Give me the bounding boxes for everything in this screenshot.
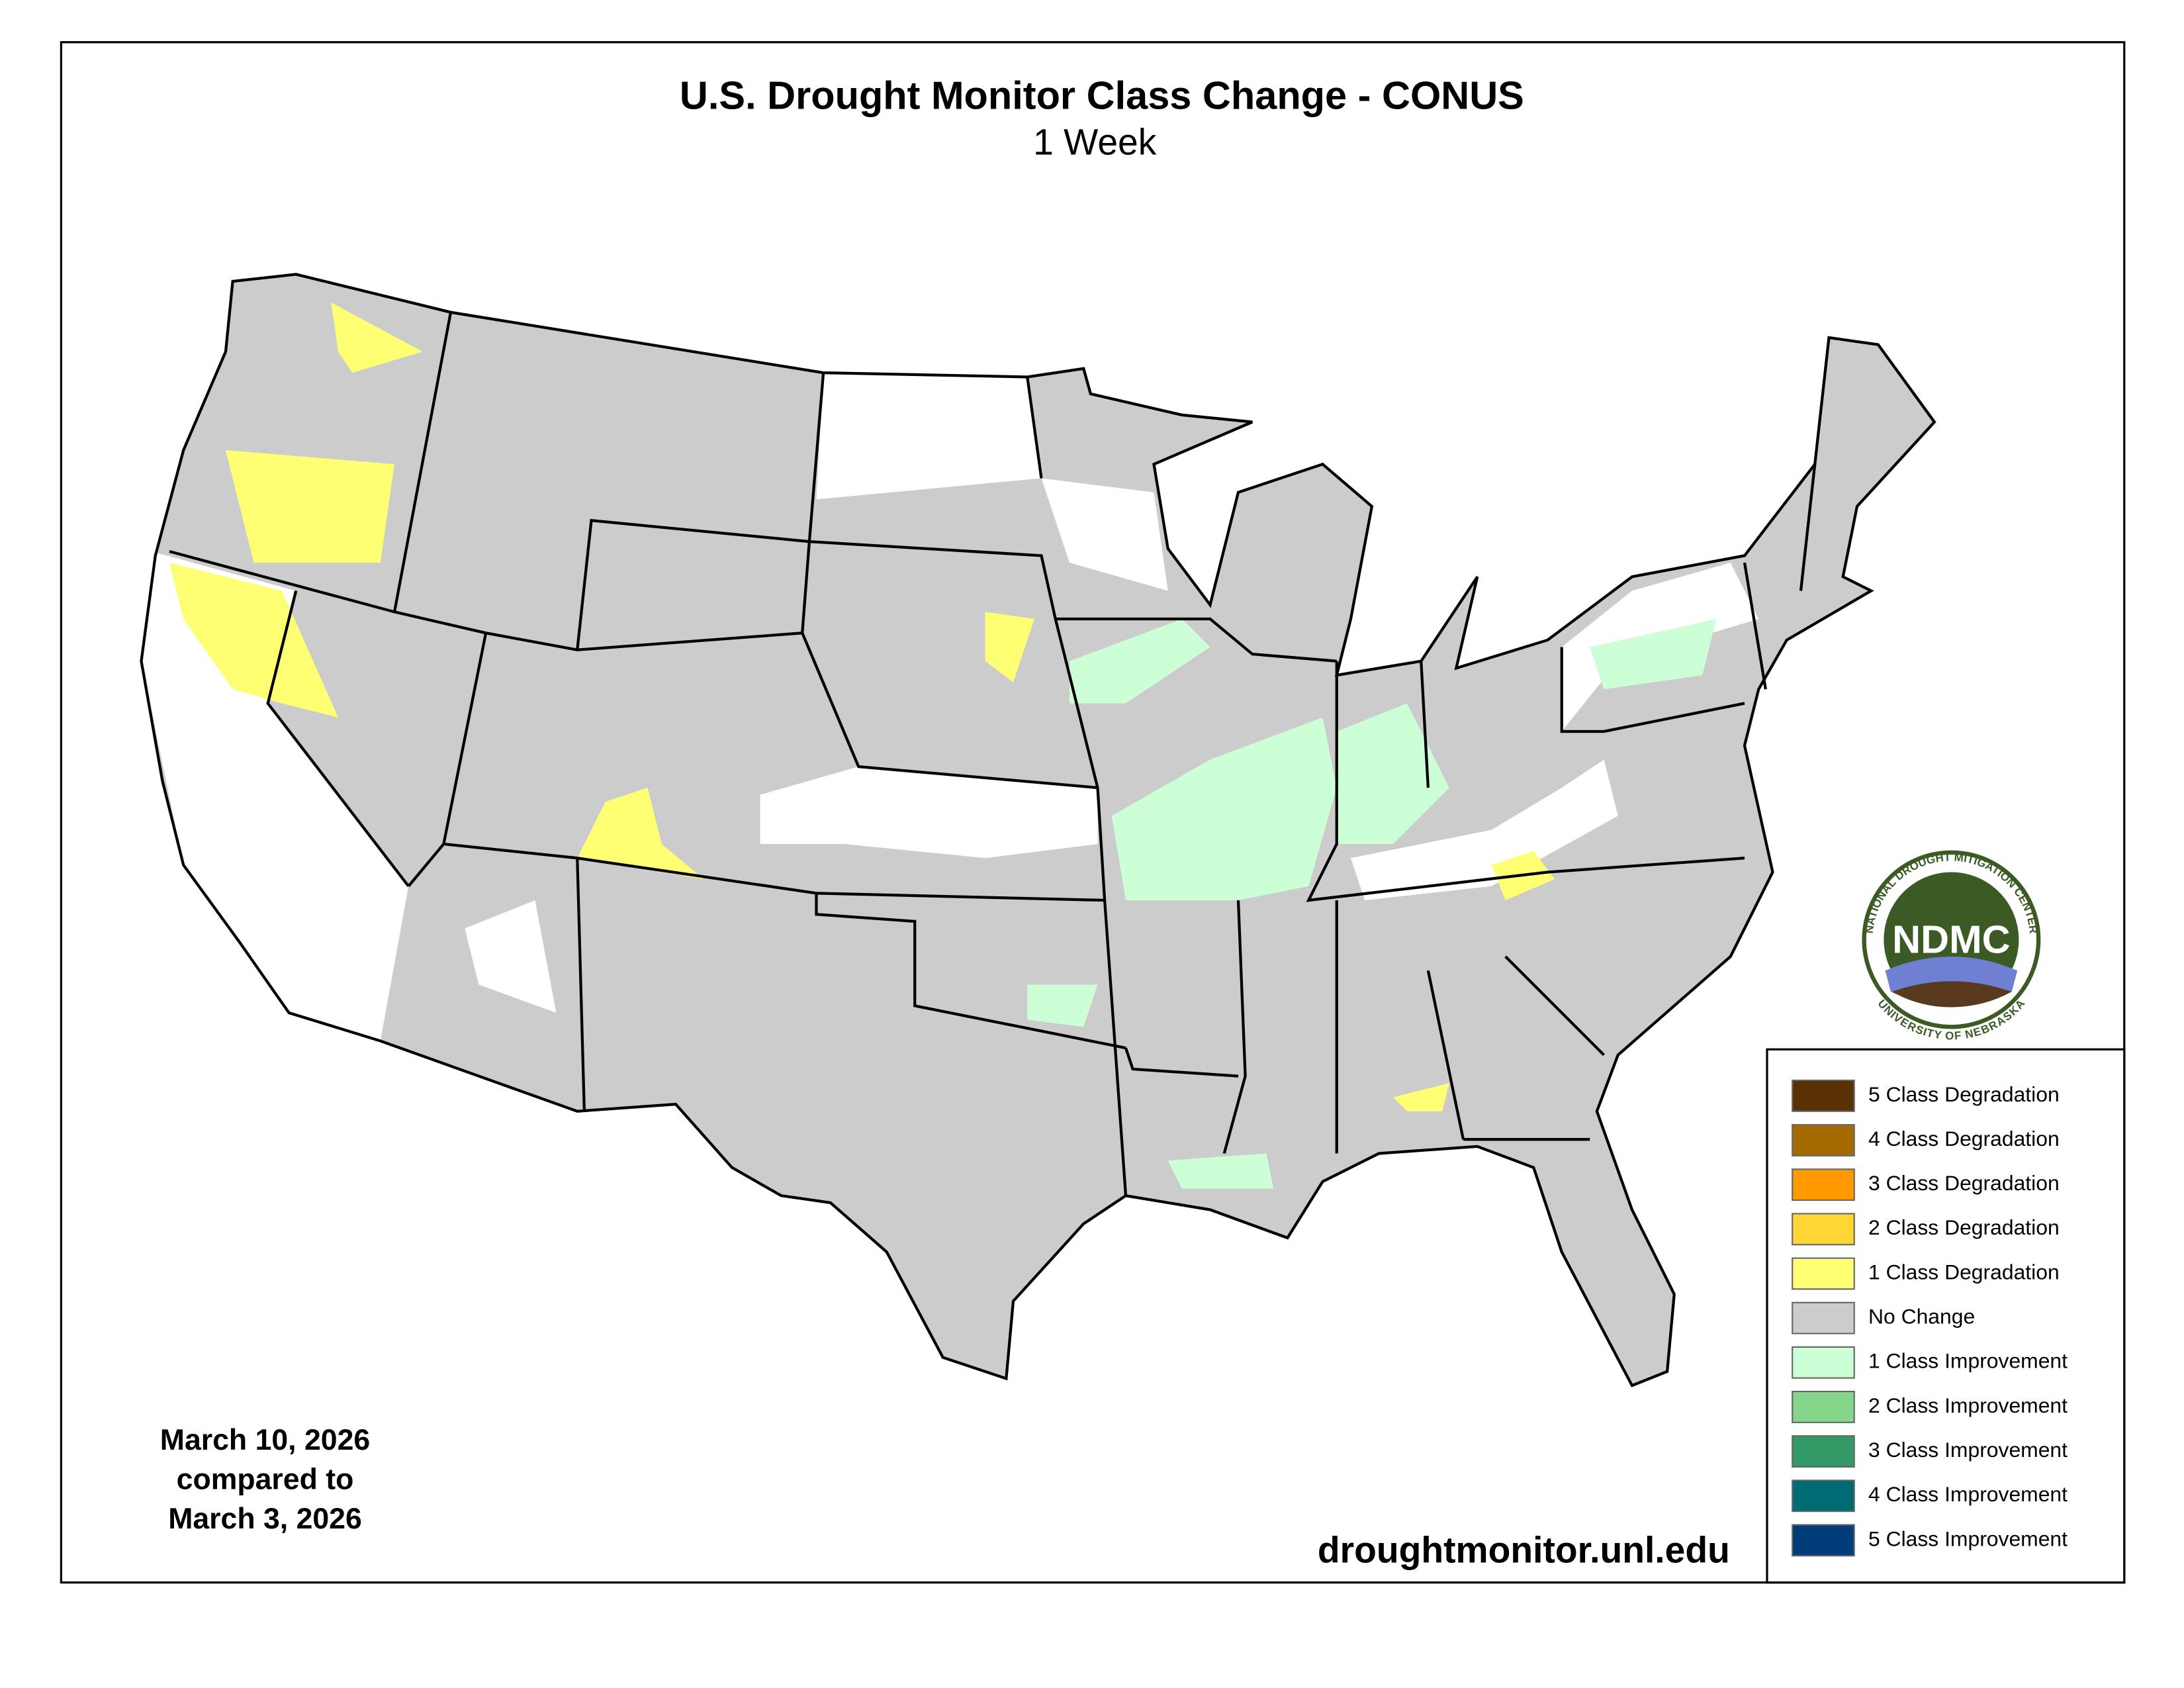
legend-label: 3 Class Improvement — [1868, 1438, 2068, 1462]
region — [1351, 759, 1618, 900]
legend-swatch — [1792, 1301, 1855, 1335]
region — [465, 900, 557, 1013]
region — [1027, 984, 1098, 1027]
legend-swatch — [1792, 1124, 1855, 1156]
region — [1336, 703, 1449, 844]
legend-label: 1 Class Degradation — [1868, 1260, 2060, 1284]
region — [141, 548, 409, 1041]
state-borders — [169, 312, 1817, 1196]
legend-label: No Change — [1868, 1305, 1975, 1329]
legend-label: 2 Class Improvement — [1868, 1393, 2068, 1417]
legend-swatch — [1792, 1524, 1855, 1557]
date-line: March 10, 2026 — [160, 1424, 370, 1456]
legend-swatch — [1792, 1479, 1855, 1513]
source-url: droughtmonitor.unl.edu — [1318, 1530, 1730, 1571]
legend-label: 5 Class Degradation — [1868, 1082, 2060, 1106]
logo-abbr: NDMC — [1892, 917, 2010, 961]
legend-swatch — [1792, 1079, 1855, 1112]
date-line: compared to — [177, 1463, 354, 1495]
legend-swatch — [1792, 1168, 1855, 1201]
region — [1392, 1083, 1449, 1111]
region — [1167, 1153, 1274, 1189]
legend-label: 5 Class Improvement — [1868, 1526, 2068, 1550]
region — [1041, 478, 1168, 591]
legend-swatch — [1792, 1346, 1855, 1379]
title: U.S. Drought Monitor Class Change - CONU… — [680, 73, 1524, 117]
region — [226, 450, 394, 563]
region — [331, 302, 423, 373]
legend-label: 1 Class Improvement — [1868, 1349, 2068, 1373]
legend-label: 4 Class Improvement — [1868, 1482, 2068, 1506]
legend-label: 4 Class Degradation — [1868, 1127, 2060, 1150]
legend: 5 Class Degradation 4 Class Degradation 3 … — [1792, 1079, 2068, 1557]
legend-swatch — [1792, 1390, 1855, 1423]
region — [1069, 619, 1210, 704]
legend-swatch — [1792, 1213, 1855, 1246]
legend-label: 2 Class Degradation — [1868, 1215, 2060, 1239]
region — [169, 563, 338, 718]
legend-swatch — [1792, 1257, 1855, 1290]
logo: NDMC NATIONAL DROUGHT MITIGATION CENTER … — [1862, 850, 2041, 1042]
region — [985, 612, 1034, 682]
date-line: March 3, 2026 — [168, 1503, 362, 1535]
us-map — [142, 274, 1934, 1385]
subtitle: 1 Week — [1033, 121, 1157, 162]
region — [1111, 717, 1337, 900]
region — [816, 373, 1042, 500]
region — [1590, 619, 1717, 690]
legend-swatch — [1792, 1435, 1855, 1468]
date-block: March 10, 2026 compared to March 3, 2026 — [160, 1424, 370, 1535]
region — [760, 767, 1098, 859]
legend-label: 3 Class Degradation — [1868, 1171, 2060, 1195]
region — [577, 788, 704, 880]
